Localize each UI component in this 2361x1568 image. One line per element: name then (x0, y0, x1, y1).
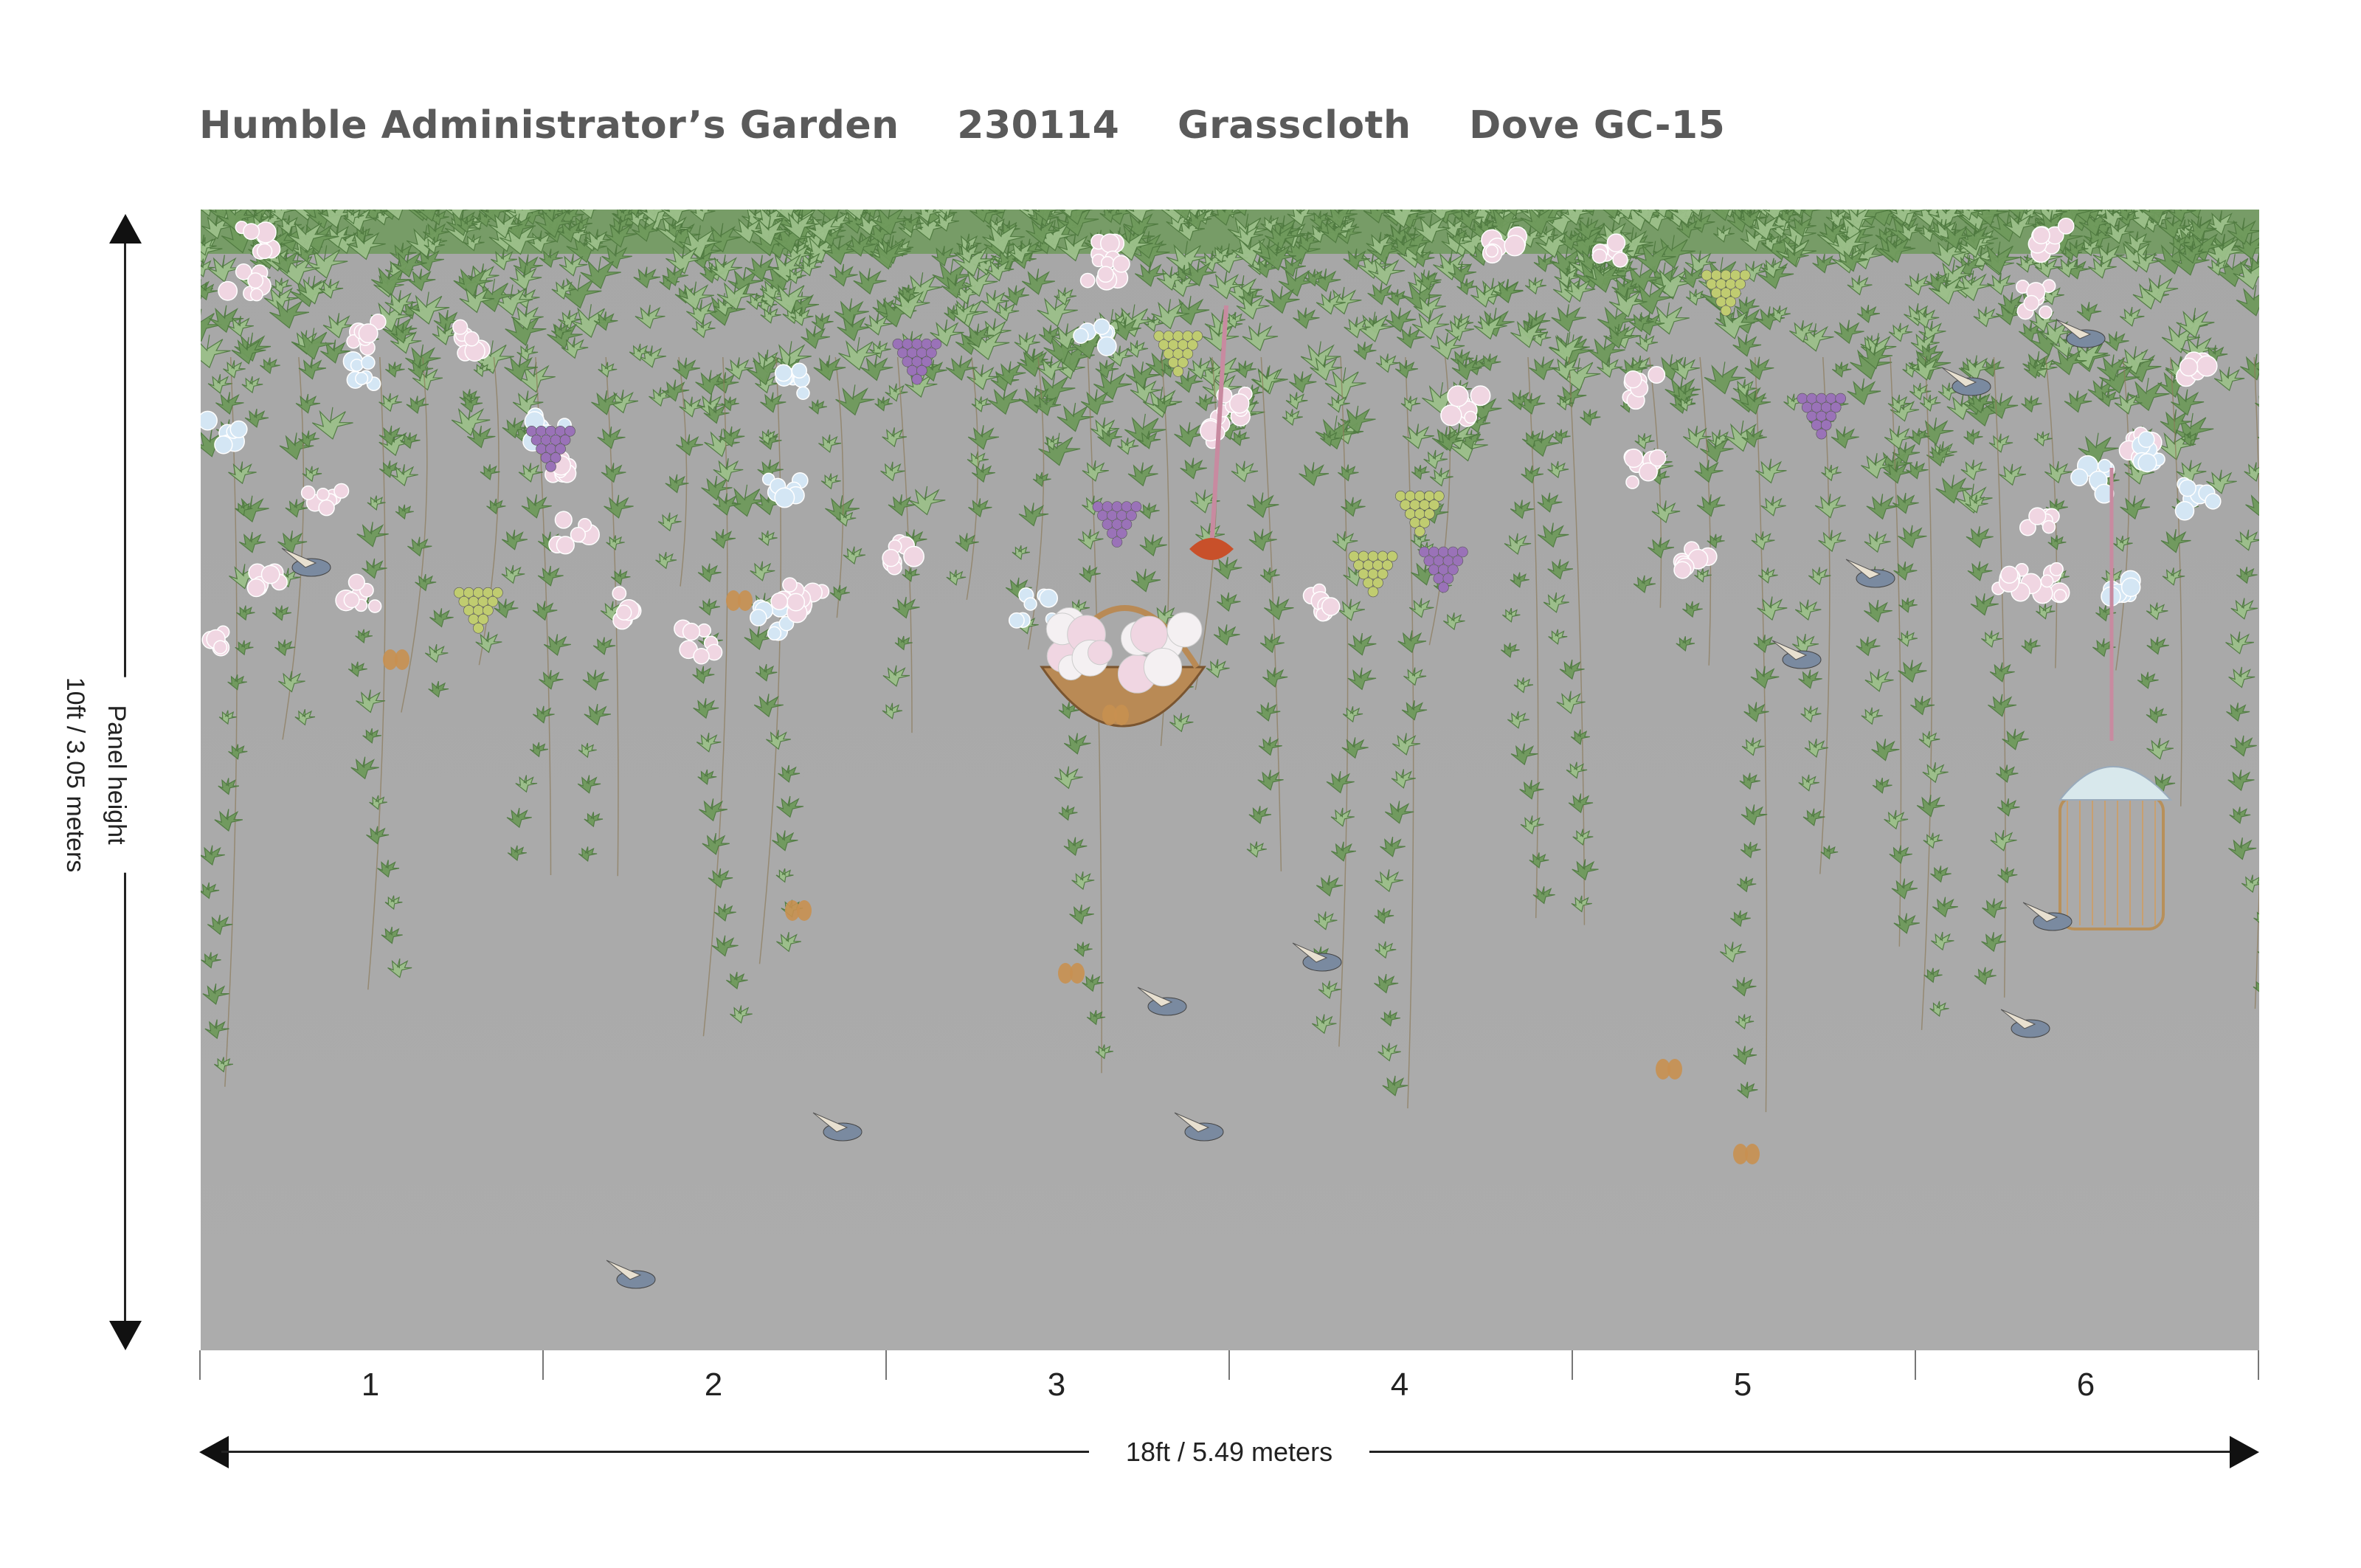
butterfly (1102, 705, 1117, 725)
panel-divider (1228, 1350, 1230, 1380)
butterfly (383, 649, 398, 670)
vine (1819, 356, 1831, 874)
mural-illustration (201, 210, 2259, 1289)
arrow-right-icon (2230, 1436, 2259, 1468)
panel-number: 6 (2076, 1367, 2095, 1403)
ribbon-bow (1189, 538, 1234, 560)
vine (1755, 356, 1768, 1113)
panel-number: 2 (704, 1367, 723, 1403)
vine (367, 356, 386, 990)
vine (2169, 356, 2182, 807)
vine (702, 356, 728, 1037)
butterfly (726, 590, 741, 611)
vine (2253, 356, 2259, 1009)
panel-divider (1915, 1350, 1916, 1380)
butterfly (1656, 1059, 1670, 1080)
panel-divider (885, 1350, 887, 1380)
vine (401, 356, 428, 713)
vine (1027, 356, 1045, 650)
butterfly (1058, 963, 1073, 984)
panel-number: 3 (1047, 1367, 1066, 1403)
vine (678, 356, 688, 587)
butterfly (1733, 1144, 1748, 1164)
material: Grasscloth (1177, 103, 1411, 148)
colorway: Dove GC-15 (1469, 103, 1726, 148)
panel-number: 5 (1733, 1367, 1752, 1403)
mural-title: Humble Administrator’s Garden 230114 Gra… (199, 103, 1769, 148)
vine (1921, 356, 1933, 1030)
panel-divider (199, 1350, 201, 1380)
panel-divider (542, 1350, 544, 1380)
vine (834, 356, 844, 618)
vine (1568, 356, 1586, 925)
panel-divider (2258, 1350, 2259, 1380)
panel-ruler (199, 1350, 2259, 1380)
panel-number: 4 (1390, 1367, 1409, 1403)
width-value: 18ft / 5.49 meters (1089, 1431, 1369, 1473)
vine (1338, 356, 1349, 1047)
pattern-code: 230114 (957, 103, 1120, 148)
vine (758, 356, 782, 964)
height-value: 10ft / 3.05 meters (61, 677, 89, 873)
cage-cover (2058, 766, 2173, 801)
pattern-name: Humble Administrator’s Garden (199, 103, 899, 148)
arrow-down-icon (109, 1321, 142, 1350)
butterfly (785, 900, 800, 921)
vine (224, 356, 238, 1087)
height-label: Panel height (103, 705, 131, 845)
bird-cage (2058, 795, 2165, 930)
blossom-cluster (367, 599, 382, 613)
vine (966, 356, 979, 600)
basket-rope (1209, 305, 1228, 550)
panel-number: 1 (361, 1367, 380, 1403)
vine (1405, 356, 1414, 1109)
mural-artwork (201, 210, 2259, 1350)
panel-divider (1572, 1350, 1573, 1380)
arrow-up-icon (109, 214, 142, 244)
